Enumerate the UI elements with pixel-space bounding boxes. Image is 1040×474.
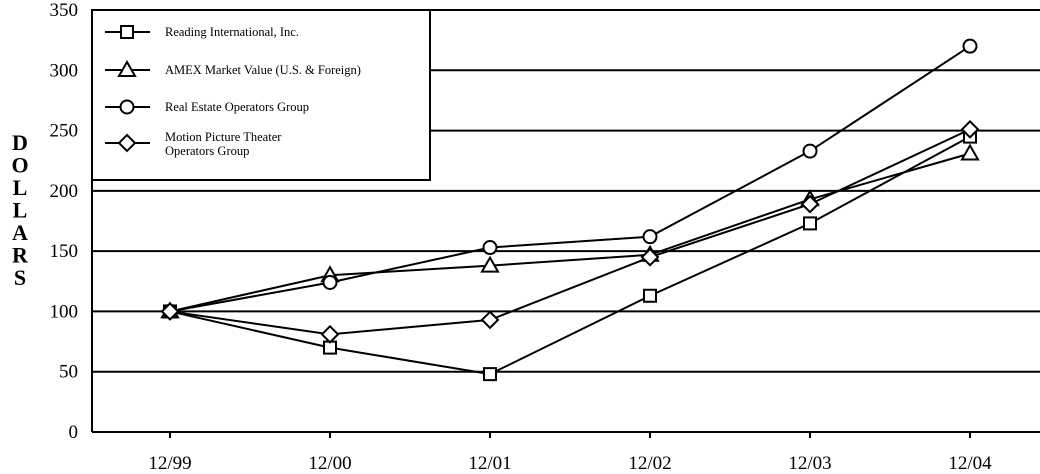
data-point-circle — [322, 274, 338, 290]
x-tick-label: 12/01 — [468, 453, 511, 474]
data-point-diamond — [800, 194, 820, 214]
data-point-square — [483, 367, 497, 382]
data-point-diamond — [480, 310, 500, 330]
y-tick-label: 150 — [50, 241, 79, 262]
y-axis-label-letter: L — [13, 198, 28, 223]
y-axis-label-letter: D — [12, 130, 28, 155]
legend-marker-square — [120, 25, 134, 39]
data-point-diamond — [960, 119, 980, 139]
x-tick-label: 12/03 — [788, 453, 831, 474]
y-tick-label: 350 — [50, 0, 79, 21]
data-point-diamond — [320, 324, 340, 344]
data-point-diamond — [640, 247, 660, 267]
legend-label: AMEX Market Value (U.S. & Foreign) — [165, 63, 361, 77]
legend-label: Operators Group — [165, 144, 249, 158]
series-line-diamond — [169, 128, 971, 336]
data-point-square — [643, 288, 657, 303]
y-tick-label: 250 — [50, 121, 79, 142]
x-tick-label: 12/02 — [628, 453, 671, 474]
data-point-circle — [482, 240, 498, 256]
data-point-square — [803, 216, 817, 231]
data-point-triangle — [480, 255, 500, 273]
y-axis-label-letter: A — [12, 220, 28, 245]
legend-marker-triangle — [117, 59, 137, 77]
y-tick-label: 100 — [50, 301, 79, 322]
data-point-circle — [802, 143, 818, 159]
data-point-circle — [642, 229, 658, 245]
y-axis-label-letter: L — [13, 175, 28, 200]
y-tick-label: 0 — [69, 422, 79, 443]
y-axis-label-letter: O — [11, 153, 28, 178]
data-point-triangle — [960, 143, 980, 161]
y-tick-label: 50 — [59, 362, 78, 383]
y-axis-label-letter: S — [14, 265, 26, 290]
x-tick-label: 12/99 — [148, 453, 191, 474]
y-tick-label: 200 — [50, 181, 79, 202]
data-point-diamond — [160, 302, 180, 321]
series-line-square — [169, 135, 971, 376]
x-tick-label: 12/00 — [308, 453, 351, 474]
data-point-circle — [962, 38, 978, 54]
legend-label: Real Estate Operators Group — [165, 100, 309, 114]
legend-marker-circle — [119, 99, 135, 115]
y-tick-label: 300 — [50, 60, 79, 81]
legend-label: Motion Picture Theater — [165, 130, 282, 144]
series-line-circle — [169, 45, 971, 313]
x-tick-label: 12/04 — [948, 453, 992, 474]
y-axis-label-letter: R — [12, 243, 29, 268]
legend-marker-diamond — [117, 133, 137, 153]
legend-box — [91, 9, 431, 181]
legend-label: Reading International, Inc. — [165, 25, 299, 39]
